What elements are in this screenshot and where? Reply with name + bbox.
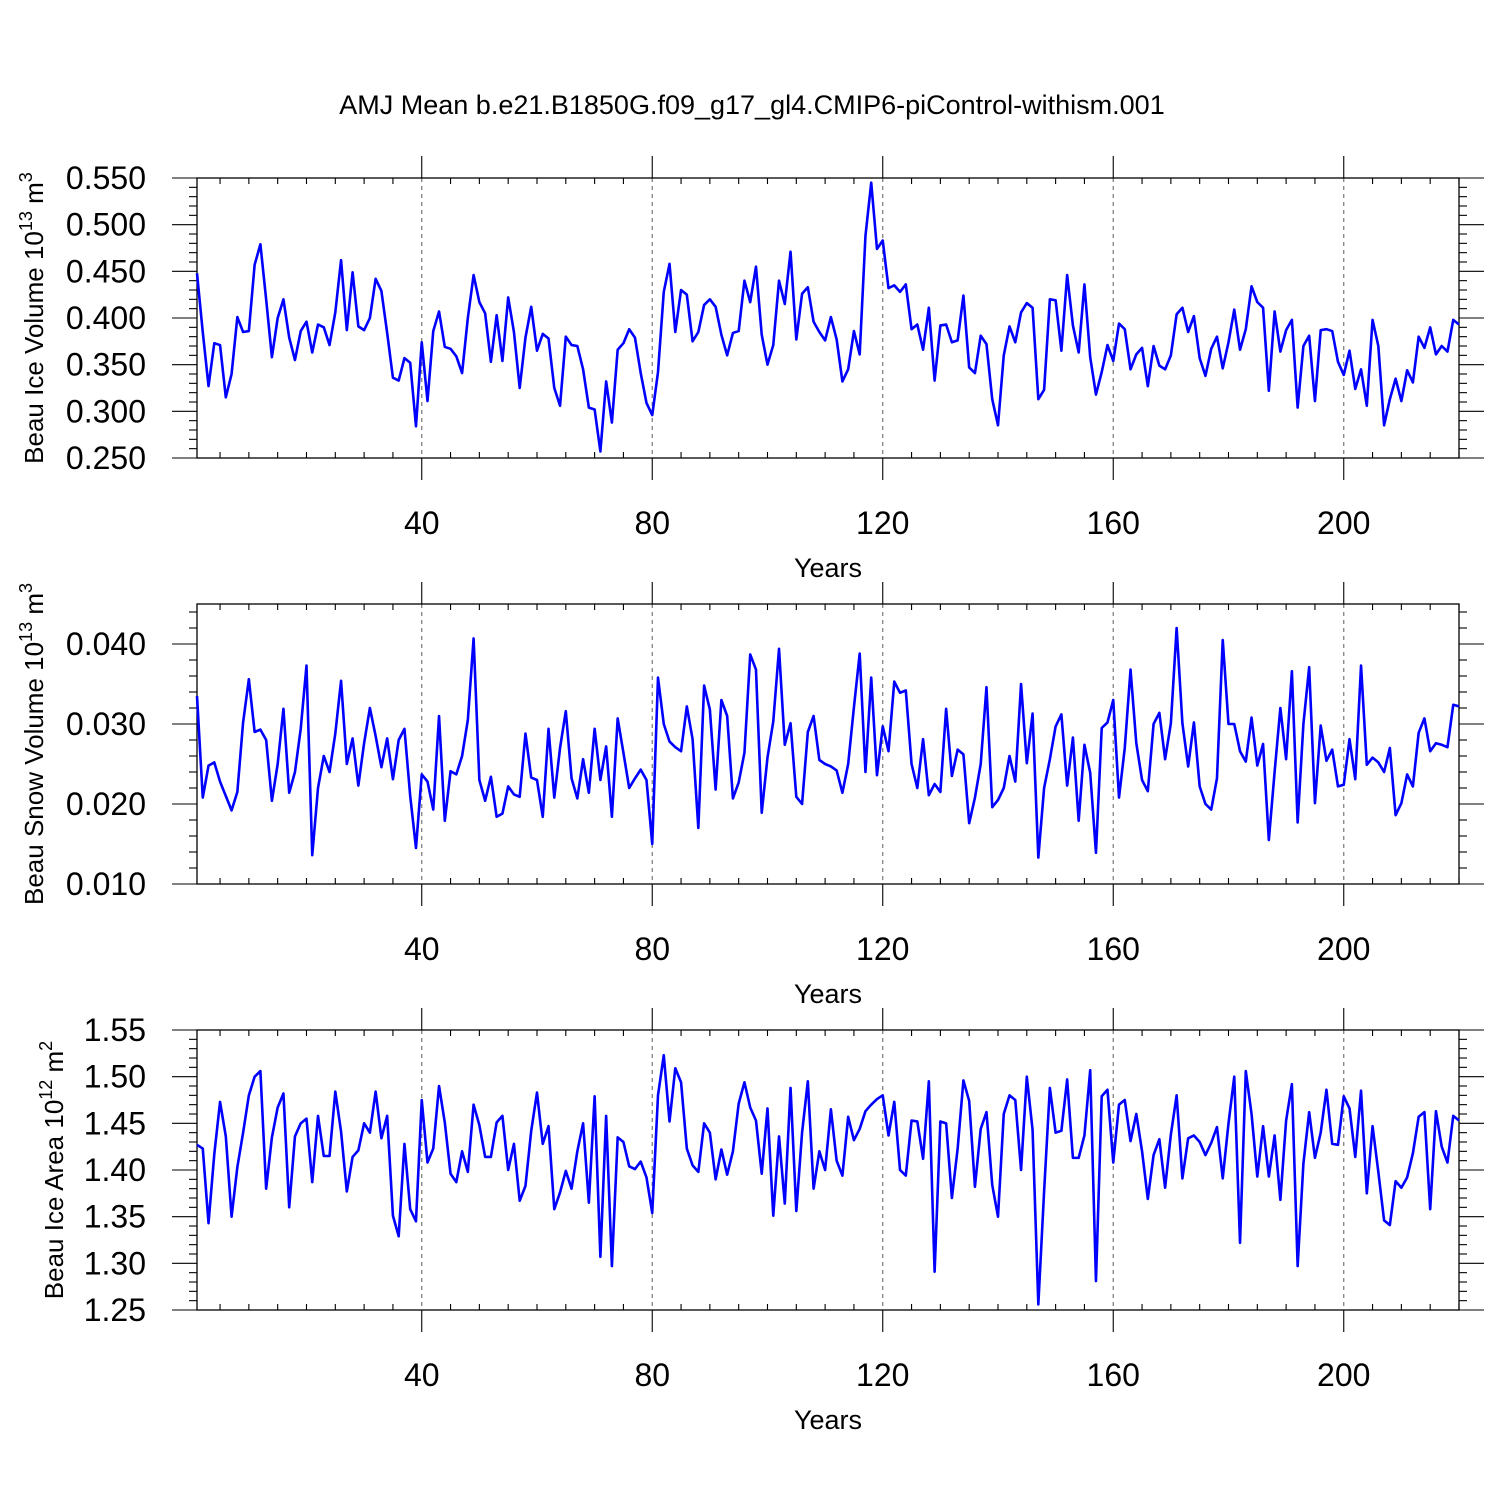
y-tick-label: 1.40 xyxy=(84,1152,146,1188)
chart-title: AMJ Mean b.e21.B1850G.f09_g17_gl4.CMIP6-… xyxy=(339,90,1164,120)
y-tick-label: 0.020 xyxy=(66,786,146,822)
y-axis-title-part: m xyxy=(19,593,49,622)
x-tick-label: 40 xyxy=(404,505,440,541)
y-tick-label: 0.400 xyxy=(66,300,146,336)
x-axis-title: Years xyxy=(794,979,862,1009)
y-axis-title-part: Beau Ice Area 10 xyxy=(39,1100,69,1299)
y-tick-label: 0.040 xyxy=(66,626,146,662)
y-axis-title-part: 2 xyxy=(36,1041,56,1051)
series-line xyxy=(196,1053,1460,1306)
y-tick-label: 0.250 xyxy=(66,440,146,476)
y-tick-label: 1.45 xyxy=(84,1105,146,1141)
y-axis-title: Beau Ice Volume 1013 m3 xyxy=(16,172,49,464)
x-axis-title: Years xyxy=(794,1405,862,1435)
x-tick-label: 40 xyxy=(404,931,440,967)
x-tick-label: 80 xyxy=(634,505,670,541)
x-tick-label: 200 xyxy=(1317,505,1370,541)
panel-ice-area: 1.25 1.30 1.35 1.40 1.45 1.50 1.55 40 80 120 160 20… xyxy=(36,1008,1484,1435)
y-axis-title-part: m xyxy=(39,1051,69,1080)
y-axis-title-part: 13 xyxy=(16,622,36,642)
x-tick-label: 200 xyxy=(1317,1357,1370,1393)
series-line xyxy=(195,181,1460,453)
plot-frame xyxy=(196,603,1460,885)
y-axis-title-part: m xyxy=(19,182,49,211)
y-axis-title-part: 13 xyxy=(16,211,36,231)
y-tick-label: 0.030 xyxy=(66,706,146,742)
y-tick-label: 0.300 xyxy=(66,393,146,429)
y-tick-label: 1.35 xyxy=(84,1199,146,1235)
x-tick-label: 160 xyxy=(1087,1357,1140,1393)
x-tick-label: 120 xyxy=(856,931,909,967)
y-tick-label: 0.350 xyxy=(66,347,146,383)
plot-frame xyxy=(196,1029,1460,1311)
y-axis-title-part: Beau Snow Volume 10 xyxy=(19,642,49,905)
plot-frame xyxy=(196,177,1460,459)
y-tick-label: 1.30 xyxy=(84,1245,146,1281)
y-axis-title-part: 3 xyxy=(16,172,36,182)
y-tick-label: 0.450 xyxy=(66,253,146,289)
x-tick-label: 80 xyxy=(634,1357,670,1393)
x-tick-label: 120 xyxy=(856,1357,909,1393)
y-axis-title: Beau Ice Area 1012 m2 xyxy=(36,1041,69,1299)
x-tick-label: 120 xyxy=(856,505,909,541)
y-axis-title: Beau Snow Volume 1013 m3 xyxy=(16,583,49,905)
panel-ice-volume: 0.250 0.300 0.350 0.400 0.450 0.500 0.550 40 80 1… xyxy=(16,156,1484,583)
x-tick-label: 160 xyxy=(1087,931,1140,967)
y-tick-label: 0.500 xyxy=(66,207,146,243)
y-axis-title-part: 3 xyxy=(16,583,36,593)
x-tick-label: 80 xyxy=(634,931,670,967)
y-tick-label: 0.550 xyxy=(66,160,146,196)
y-tick-label: 1.55 xyxy=(84,1012,146,1048)
y-tick-label: 1.25 xyxy=(84,1292,146,1328)
x-tick-label: 40 xyxy=(404,1357,440,1393)
y-tick-label: 0.010 xyxy=(66,866,146,902)
x-axis-title: Years xyxy=(794,553,862,583)
panel-snow-volume: 0.010 0.020 0.030 0.040 40 80 120 160 200 Years Be… xyxy=(16,582,1484,1009)
x-tick-label: 200 xyxy=(1317,931,1370,967)
x-tick-label: 160 xyxy=(1087,505,1140,541)
y-tick-label: 1.50 xyxy=(84,1059,146,1095)
y-axis-title-part: 12 xyxy=(36,1080,56,1100)
series-line xyxy=(195,626,1460,859)
y-axis-title-part: Beau Ice Volume 10 xyxy=(19,231,49,464)
